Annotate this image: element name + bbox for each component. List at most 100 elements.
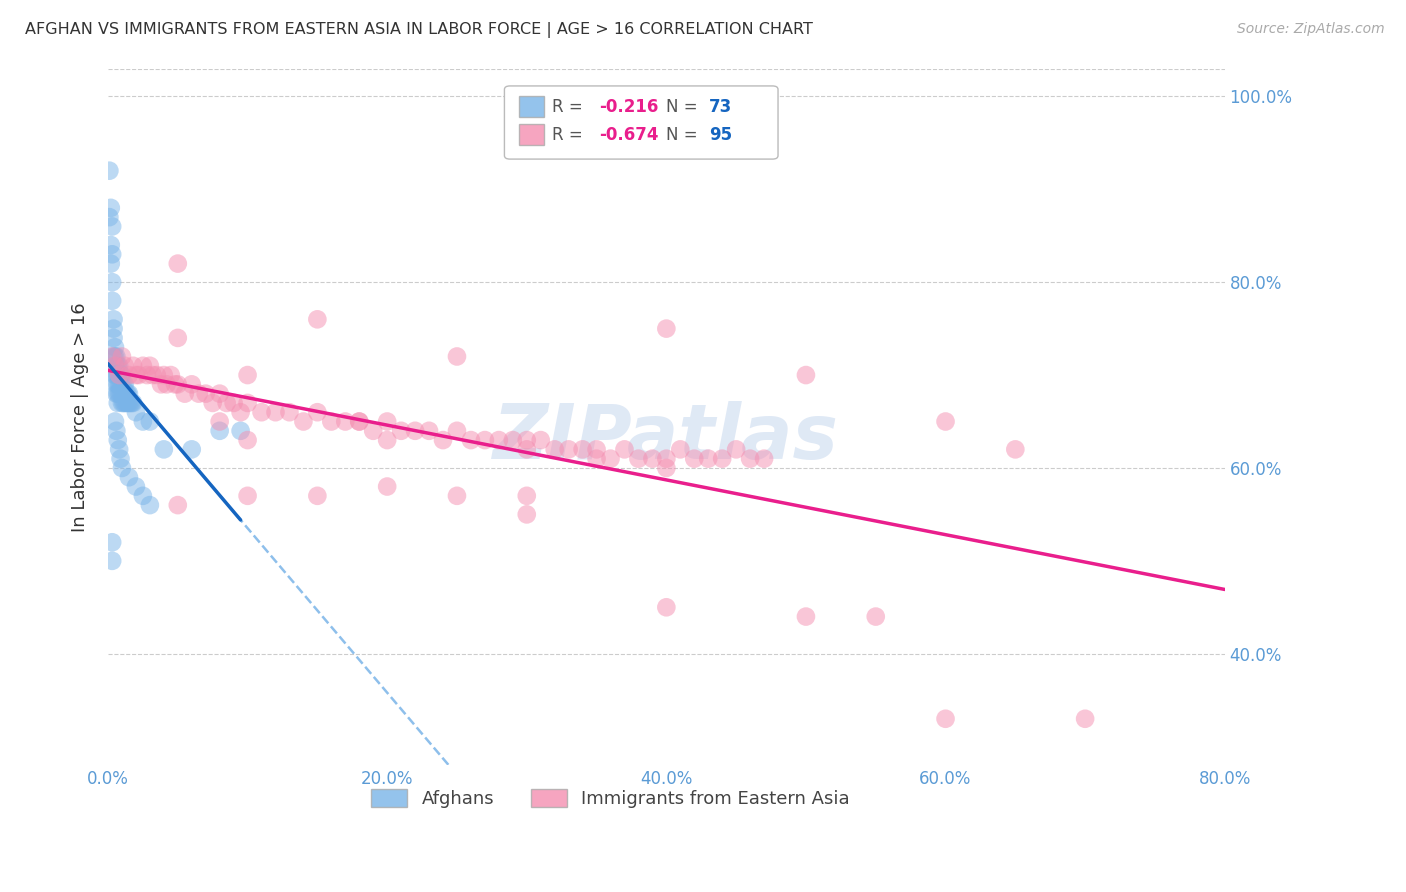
Point: [122, 396, 145, 410]
Point: [114, 359, 136, 373]
Point: [108, 442, 131, 457]
Point: [711, 451, 734, 466]
Point: [111, 386, 134, 401]
Point: [208, 424, 231, 438]
Point: [139, 415, 162, 429]
Point: [108, 377, 131, 392]
Point: [278, 405, 301, 419]
Point: [557, 442, 579, 457]
Point: [100, 257, 122, 271]
Point: [173, 386, 195, 401]
Text: R =: R =: [553, 98, 583, 116]
Point: [264, 405, 287, 419]
Point: [105, 424, 128, 438]
Point: [236, 433, 259, 447]
Point: [142, 368, 165, 382]
Point: [236, 489, 259, 503]
Point: [122, 359, 145, 373]
Point: [740, 451, 762, 466]
Point: [112, 377, 135, 392]
Point: [108, 386, 131, 401]
Point: [104, 368, 127, 382]
Point: [166, 257, 188, 271]
Point: [139, 498, 162, 512]
Point: [107, 377, 129, 392]
Point: [516, 433, 538, 447]
Point: [180, 442, 202, 457]
Point: [229, 424, 252, 438]
Point: [107, 386, 129, 401]
Text: -0.216: -0.216: [599, 98, 659, 116]
Point: [530, 433, 553, 447]
Point: [118, 470, 141, 484]
Point: [101, 535, 124, 549]
Text: ZIPatlas: ZIPatlas: [494, 401, 839, 475]
Point: [104, 340, 127, 354]
Point: [139, 359, 162, 373]
Point: [105, 368, 128, 382]
Point: [104, 415, 127, 429]
Point: [697, 451, 720, 466]
Point: [446, 424, 468, 438]
Point: [166, 377, 188, 392]
Point: [101, 554, 124, 568]
Point: [111, 377, 134, 392]
FancyBboxPatch shape: [505, 86, 778, 159]
Point: [794, 609, 817, 624]
Point: [125, 405, 148, 419]
Point: [446, 350, 468, 364]
Point: [146, 368, 169, 382]
Point: [101, 275, 124, 289]
Y-axis label: In Labor Force | Age > 16: In Labor Force | Age > 16: [72, 302, 89, 532]
Point: [321, 415, 343, 429]
Bar: [519, 96, 544, 117]
Point: [150, 377, 173, 392]
Point: [111, 461, 134, 475]
Point: [166, 331, 188, 345]
Point: [115, 396, 138, 410]
Point: [118, 396, 141, 410]
Point: [187, 386, 209, 401]
Point: [215, 396, 238, 410]
Point: [110, 386, 132, 401]
Point: [118, 386, 141, 401]
Point: [111, 368, 134, 382]
Point: [208, 386, 231, 401]
Point: [117, 386, 139, 401]
Point: [229, 405, 252, 419]
Point: [132, 415, 155, 429]
Point: [107, 368, 129, 382]
Point: [613, 442, 636, 457]
Point: [159, 368, 181, 382]
Point: [156, 377, 179, 392]
Point: [375, 433, 398, 447]
Point: [375, 479, 398, 493]
Point: [98, 210, 121, 224]
Point: [105, 386, 128, 401]
Point: [460, 433, 482, 447]
Point: [103, 350, 125, 364]
Point: [585, 442, 607, 457]
Point: [104, 350, 127, 364]
Point: [655, 600, 678, 615]
Point: [114, 377, 136, 392]
Point: [105, 350, 128, 364]
Point: [446, 489, 468, 503]
Point: [112, 386, 135, 401]
Point: [153, 368, 176, 382]
Point: [104, 359, 127, 373]
Point: [236, 368, 259, 382]
Point: [349, 415, 371, 429]
Point: [794, 368, 817, 382]
Point: [1074, 712, 1097, 726]
Point: [101, 219, 124, 234]
Point: [236, 396, 259, 410]
Point: [111, 396, 134, 410]
Point: [222, 396, 245, 410]
Point: [307, 405, 329, 419]
Point: [349, 415, 371, 429]
Text: 95: 95: [709, 126, 733, 144]
Text: AFGHAN VS IMMIGRANTS FROM EASTERN ASIA IN LABOR FORCE | AGE > 16 CORRELATION CHA: AFGHAN VS IMMIGRANTS FROM EASTERN ASIA I…: [25, 22, 813, 38]
Point: [105, 359, 128, 373]
Point: [103, 312, 125, 326]
